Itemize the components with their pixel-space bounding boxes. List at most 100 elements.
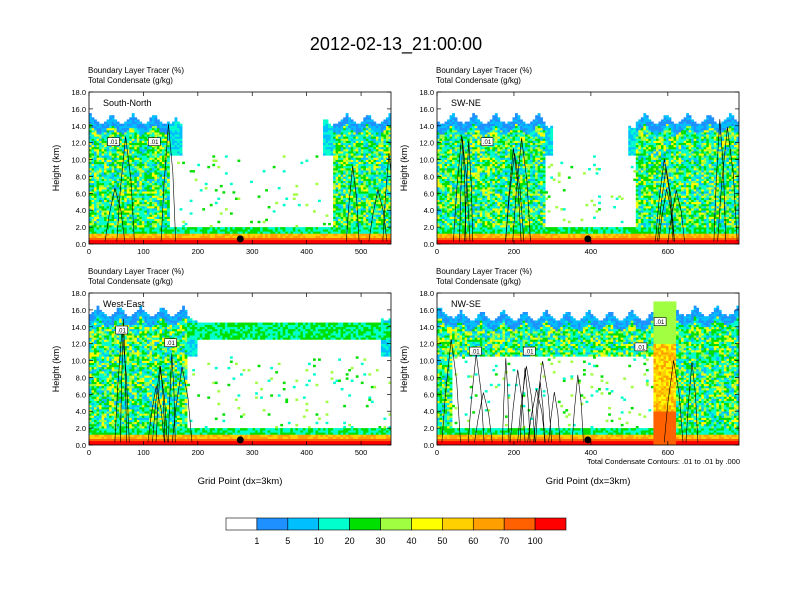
field-cell [167,212,170,215]
field-cell [89,151,92,154]
field-cell [126,161,130,165]
field-cell [96,233,100,236]
field-cell [439,176,443,179]
field-cell [124,184,128,188]
field-cell [169,134,173,137]
field-cell [373,233,377,236]
field-cell [449,149,453,152]
field-cell [330,125,334,129]
field-cell [119,189,123,192]
field-cell [363,165,367,169]
field-cell [365,201,369,205]
field-cell [452,220,455,224]
field-cell [227,229,231,232]
field-cell [378,182,382,186]
field-cell [363,155,367,158]
field-cell [348,178,352,181]
field-cell [338,153,341,156]
field-cell [385,163,389,167]
field-cell [99,193,102,196]
field-cell [333,136,336,139]
field-cell [164,233,168,236]
field-cell [333,138,336,141]
field-cell [169,138,173,141]
field-cell [363,130,367,133]
field-cell [111,193,115,196]
field-cell [295,193,299,196]
field-cell [333,214,336,217]
field-cell [250,233,253,236]
field-cell [365,115,369,118]
field-cell [89,125,92,129]
field-cell [338,233,341,236]
field-cell [139,146,143,150]
field-cell [141,142,145,146]
field-cell [91,189,95,192]
field-cell [104,144,107,148]
field-cell [177,138,180,141]
field-cell [333,178,336,181]
field-cell [462,227,465,230]
field-cell [368,125,372,129]
field-cell [121,172,125,175]
field-cell [462,182,465,186]
field-cell [101,206,105,209]
field-cell [126,239,130,243]
field-cell [444,168,448,171]
field-cell [345,157,349,160]
field-cell [161,184,165,188]
field-cell [365,241,369,244]
field-cell [167,220,170,224]
field-cell [469,197,473,200]
field-cell [126,199,130,203]
field-cell [373,227,377,230]
field-cell [358,193,362,196]
field-cell [358,138,362,141]
field-cell [437,146,440,150]
field-cell [172,233,175,236]
field-cell [229,239,233,243]
field-cell [164,203,168,207]
field-cell [360,138,364,141]
field-cell [469,235,473,238]
field-cell [467,121,471,124]
field-cell [96,174,100,177]
field-cell [119,235,123,238]
field-cell [164,134,168,137]
field-cell [121,212,125,215]
field-cell [149,199,153,203]
field-cell [151,206,155,209]
field-cell [464,180,468,184]
field-cell [338,172,341,175]
field-cell [447,239,450,243]
field-cell [280,231,284,234]
field-cell [149,193,153,196]
field-cell [300,227,304,230]
field-cell [375,157,379,160]
field-cell [452,203,455,207]
field-cell [343,193,346,196]
field-cell [106,212,110,215]
field-cell [447,168,450,171]
field-cell [159,130,163,133]
field-cell [373,237,377,241]
field-cell [365,149,369,152]
field-cell [146,165,150,169]
field-cell [467,159,471,162]
field-cell [462,214,465,217]
field-cell [134,159,138,162]
field-cell [368,149,372,152]
field-cell [348,233,352,236]
field-cell [388,155,391,158]
field-cell [151,153,155,156]
field-cell [119,195,123,198]
field-cell [99,149,102,152]
field-cell [262,241,266,244]
field-cell [141,237,145,241]
field-cell [459,229,463,232]
field-cell [388,195,391,198]
field-cell [111,227,115,230]
field-cell [169,146,173,150]
field-cell [126,138,130,141]
field-cell [282,241,286,244]
